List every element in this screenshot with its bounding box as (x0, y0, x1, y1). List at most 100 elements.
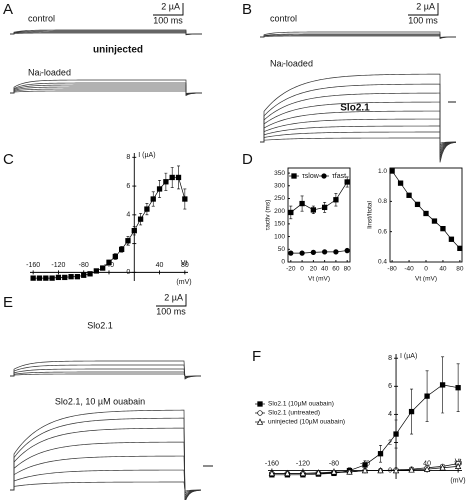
x-tick-label: 60 (332, 266, 340, 273)
y-tick-label: 350 (274, 170, 285, 177)
current-trace (10, 371, 202, 378)
current-trace (10, 455, 202, 496)
x-tick-label: -160 (26, 262, 40, 269)
current-trace (260, 83, 457, 160)
panel-label: F (252, 348, 261, 365)
current-trace (10, 417, 202, 500)
current-trace (260, 73, 457, 163)
x-tick-label: -120 (296, 460, 310, 467)
y-tick-label: 6 (388, 383, 392, 390)
legend-label: Slo2.1 (10µM ouabain) (268, 401, 334, 408)
x-tick-label: -80 (329, 460, 339, 467)
marker (377, 451, 384, 457)
x-tick-label: 80 (181, 262, 189, 269)
current-trace (10, 32, 203, 35)
panel-label: B (242, 1, 252, 18)
marker (118, 246, 125, 253)
x-axis-label: Vt (181, 260, 188, 267)
current-trace (10, 368, 202, 378)
marker (362, 462, 368, 468)
y-tick-label: 300 (274, 183, 285, 190)
scale-bar (408, 3, 439, 16)
x-tick-label: 80 (456, 266, 464, 273)
y-tick-label: 250 (274, 195, 285, 202)
legend-label: τfast (332, 173, 346, 180)
marker (414, 201, 421, 208)
x-axis-label: Vt (mV) (308, 276, 330, 283)
y-tick-label: 0.6 (378, 228, 387, 235)
marker (36, 275, 43, 281)
marker (268, 469, 276, 477)
x-tick-label: 40 (439, 266, 447, 273)
marker (406, 192, 412, 198)
current-trace (10, 84, 203, 96)
marker (288, 250, 294, 256)
marker (62, 274, 68, 281)
legend-label: uninjected (10µM ouabain) (268, 419, 345, 426)
marker (43, 275, 49, 281)
x-tick-label: 80 (344, 266, 352, 273)
marker (431, 218, 438, 224)
y-tick-label: 8 (388, 355, 392, 362)
current-trace (10, 469, 202, 494)
legend-label: Slo2.1 (untreated) (268, 410, 320, 417)
marker (457, 245, 463, 252)
trace-label: Slo2.1 (87, 320, 113, 330)
marker (182, 196, 188, 202)
series-line (290, 250, 348, 254)
current-trace (10, 373, 201, 377)
current-trace (10, 86, 203, 95)
marker (150, 196, 156, 202)
marker (299, 250, 305, 256)
y-tick-label: 0 (281, 259, 285, 266)
y-axis-label: I (µA) (400, 353, 417, 360)
legend-marker (291, 173, 297, 179)
marker (439, 382, 446, 388)
marker (49, 275, 55, 281)
y-tick-label: 100 (274, 233, 285, 240)
legend-label: τslow (302, 173, 320, 180)
y-tick-label: 2 (388, 439, 392, 446)
x-axis-label: (mV) (450, 477, 465, 484)
trace-label: control (28, 13, 55, 23)
legend-marker (257, 410, 263, 416)
marker (310, 207, 317, 213)
x-axis-label: (mV) (176, 279, 191, 286)
current-trace (260, 31, 457, 39)
scale-label: 2 µA (164, 292, 183, 302)
marker (87, 271, 93, 277)
marker (125, 238, 131, 244)
x-tick-label: -20 (286, 266, 296, 273)
current-trace (10, 409, 202, 500)
current-trace (10, 481, 202, 492)
x-tick-label: -40 (104, 262, 114, 269)
marker (288, 209, 294, 216)
scale-label: 2 µA (161, 1, 180, 11)
y-tick-label: 150 (274, 221, 285, 228)
scale-bar (156, 294, 187, 307)
current-trace (10, 441, 202, 499)
marker (310, 249, 317, 255)
y-tick-label: 0.4 (378, 259, 387, 266)
panel-label: D (242, 151, 253, 168)
trace-label: Slo2.1, 10 µM ouabain (55, 396, 145, 406)
marker (321, 249, 328, 255)
current-trace (260, 110, 457, 152)
x-tick-label: -160 (265, 460, 279, 467)
y-tick-label: 1.0 (378, 168, 387, 175)
marker (344, 179, 350, 185)
marker (55, 274, 62, 281)
marker (448, 236, 455, 242)
marker (321, 204, 328, 211)
y-tick-label: 2 (126, 240, 130, 247)
marker (175, 174, 182, 181)
marker (333, 249, 339, 255)
marker (455, 385, 461, 391)
scale-label: 2 µA (416, 1, 435, 11)
marker (100, 265, 106, 271)
current-trace (260, 35, 456, 38)
marker (30, 275, 36, 281)
marker (163, 179, 169, 185)
x-tick-label: -80 (79, 262, 89, 269)
x-tick-label: 20 (310, 266, 318, 273)
